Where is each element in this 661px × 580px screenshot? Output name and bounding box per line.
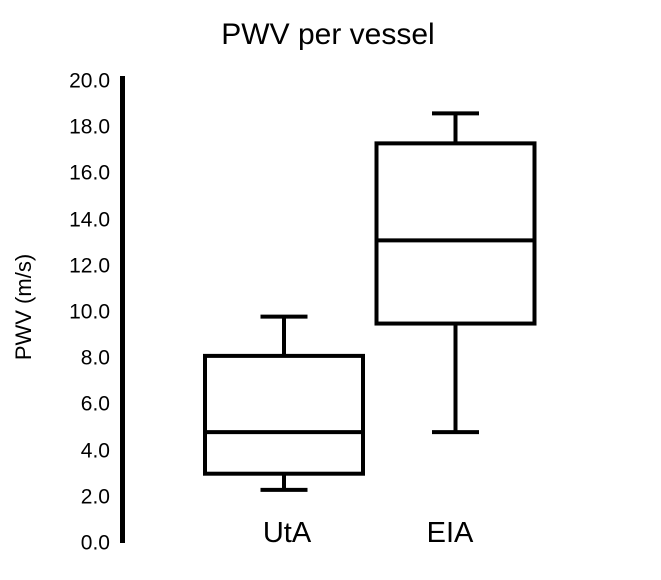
chart-title: PWV per vessel [221,18,435,51]
y-tick-label: 20.0 [69,69,110,93]
y-tick-label: 16.0 [69,161,110,185]
y-tick-label: 0.0 [80,531,110,555]
y-tick-label: 2.0 [80,485,110,509]
y-tick-label: 18.0 [69,115,110,139]
y-tick-label: 12.0 [69,254,110,278]
uta-box [203,353,365,476]
y-tick-label: 14.0 [69,208,110,232]
category-label-eia: EIA [426,517,474,549]
eia-box [374,141,537,326]
y-tick-label: 4.0 [80,439,110,463]
y-tick-label: 8.0 [80,346,110,370]
y-tick-label: 10.0 [69,300,110,324]
category-label-uta: UtA [262,517,312,549]
y-tick-label: 6.0 [80,392,110,416]
